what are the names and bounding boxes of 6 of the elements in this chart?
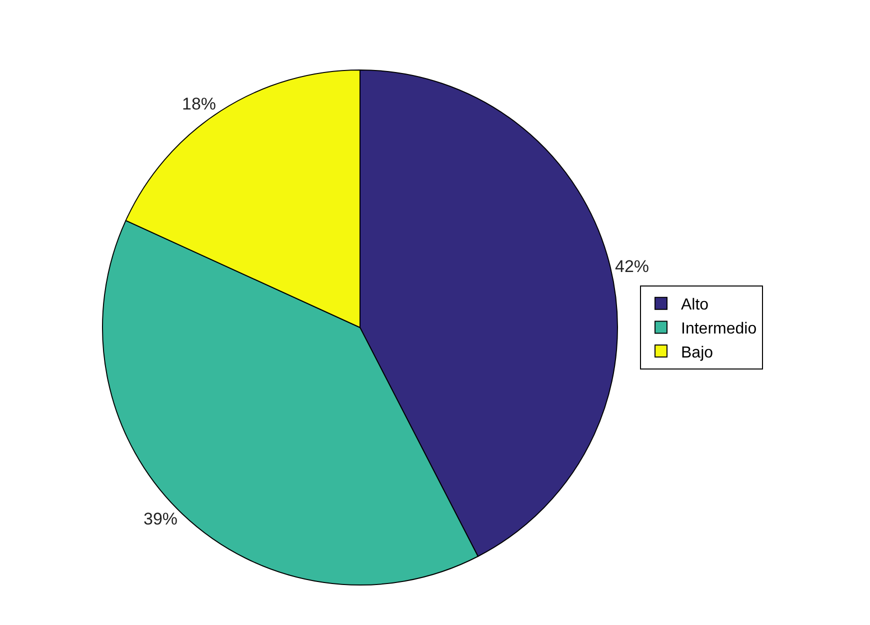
legend-label: Intermedio: [681, 320, 757, 338]
data-label: 39%: [144, 509, 178, 528]
data-label: 42%: [614, 256, 650, 276]
legend-label: Alto: [681, 296, 709, 314]
legend-label: Bajo: [681, 344, 714, 362]
data-label: 18%: [182, 94, 216, 114]
